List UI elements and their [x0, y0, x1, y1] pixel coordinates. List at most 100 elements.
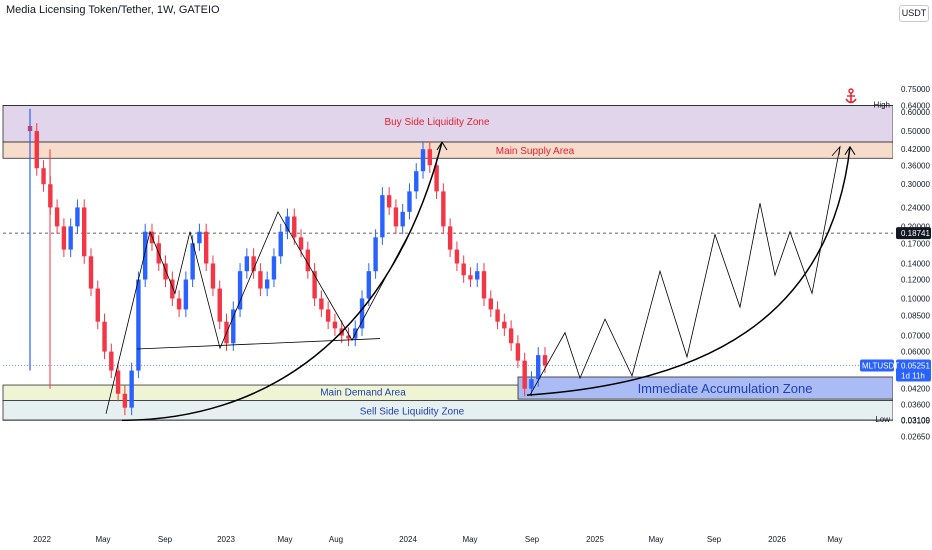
candle-body: [136, 279, 141, 371]
candle-body: [82, 207, 87, 257]
candle-body: [529, 379, 534, 389]
candle-body: [495, 309, 500, 322]
candle-body: [54, 207, 60, 227]
currency-button[interactable]: USDT: [899, 5, 929, 22]
candle-body: [115, 370, 121, 394]
time-axis-bg: [0, 528, 893, 550]
candle-body: [441, 191, 446, 227]
candle-body: [386, 195, 392, 208]
candle-body: [427, 149, 433, 166]
drawings-layer: [105, 141, 856, 422]
price-axis-label: 0.75000: [901, 85, 930, 94]
candle-body: [41, 168, 46, 185]
buy-side-liquidity-zone: [2, 105, 894, 143]
candle-body: [366, 271, 372, 299]
price-axis-label: 0.04200: [901, 385, 930, 394]
candle-body: [305, 249, 311, 272]
price-axis-label: 0.60000: [901, 108, 930, 117]
candle-body: [244, 256, 250, 272]
time-axis[interactable]: 2022 May Sep 2023 May Aug 2024 May Sep 2025 May Sep…: [0, 528, 893, 550]
candles-layer: [27, 108, 548, 416]
candle-body: [488, 298, 493, 310]
candle-body: [319, 298, 324, 310]
price-axis-label: 0.36000: [901, 161, 930, 170]
price-axis-label: 0.20000: [901, 222, 930, 231]
candle-body: [170, 279, 175, 299]
candle-body: [292, 216, 297, 238]
candle-body: [325, 309, 331, 322]
time-axis-label: Sep: [525, 535, 540, 544]
main-supply-zone: [2, 141, 894, 159]
candle-body: [183, 279, 189, 310]
candle-body: [163, 263, 168, 280]
demand-zone-label: Main Demand Area: [320, 387, 406, 398]
arrow-head: [844, 145, 856, 156]
candle-body: [475, 271, 480, 280]
candle-body: [109, 351, 114, 371]
arrow-head: [436, 141, 448, 151]
candle-body: [434, 165, 439, 192]
price-axis-label: 0.42000: [901, 145, 930, 154]
accumulation-zone-label: Immediate Accumulation Zone: [638, 381, 813, 396]
price-axis-label: 0.17000: [901, 239, 930, 248]
candle-body: [346, 335, 351, 339]
candle-body: [332, 321, 338, 329]
supply-zone-label: Main Supply Area: [496, 146, 575, 157]
price-axis-bg: [893, 0, 932, 550]
axis-markers: High 0.64000 Low 0.03109 0.18741 0.05251…: [860, 100, 931, 425]
candle-body: [68, 226, 73, 250]
candle-body: [508, 328, 514, 344]
time-axis-label: May: [277, 535, 292, 544]
candle-body: [271, 256, 277, 280]
time-axis-label: May: [648, 535, 663, 544]
support-trendline: [136, 338, 381, 350]
candle-body: [393, 207, 399, 227]
time-axis-label: May: [462, 535, 477, 544]
time-axis-label: Aug: [329, 535, 343, 544]
range-badge: [896, 227, 931, 240]
time-axis-label: 2026: [768, 535, 786, 544]
candle-body: [122, 393, 128, 408]
candle-body: [298, 237, 304, 250]
time-axis-label: Sep: [158, 535, 173, 544]
time-axis-label: May: [95, 535, 110, 544]
candle-body: [203, 231, 209, 264]
price-axis-label: 0.08500: [901, 311, 930, 320]
candle-body: [129, 370, 134, 408]
price-axis-label: 0.24000: [901, 203, 930, 212]
candle-body: [176, 298, 182, 310]
candle-body: [359, 298, 365, 329]
candle-body: [407, 191, 412, 212]
anchor-icon: [845, 88, 857, 104]
candle-body: [522, 360, 527, 389]
range-value: 0.18741: [901, 229, 930, 238]
time-axis-label: 2022: [33, 535, 51, 544]
price-axis-label: 0.07000: [901, 332, 930, 341]
candle-body: [515, 343, 521, 361]
time-axis-label: 2025: [586, 535, 604, 544]
time-axis-label: 2023: [217, 535, 235, 544]
candle-body: [210, 263, 216, 289]
candle-body: [454, 249, 460, 264]
price-axis-label: 0.06000: [901, 348, 930, 357]
candle-body: [237, 271, 243, 310]
symbol-label: MLTUSDT: [862, 361, 899, 370]
candle-body: [502, 321, 507, 329]
price-axis[interactable]: 0.75000 0.60000 0.50000 0.42000 0.36000 0.300…: [893, 0, 932, 550]
price-axis-label: 0.50000: [901, 127, 930, 136]
symbol-badge: [860, 359, 894, 372]
candle-body: [197, 231, 202, 244]
candle-body: [258, 271, 263, 289]
last-price-badge: [896, 359, 931, 382]
low-value: 0.03109: [901, 416, 930, 425]
candle-body: [34, 131, 39, 169]
price-axis-label: 0.10000: [901, 294, 930, 303]
projection-curve: [526, 146, 851, 396]
candle-body: [420, 149, 426, 172]
candle-body: [373, 237, 378, 272]
price-axis-label: 0.03600: [901, 401, 930, 410]
high-label: High: [874, 100, 890, 109]
candle-body: [380, 195, 385, 238]
zones-layer: [2, 105, 894, 421]
